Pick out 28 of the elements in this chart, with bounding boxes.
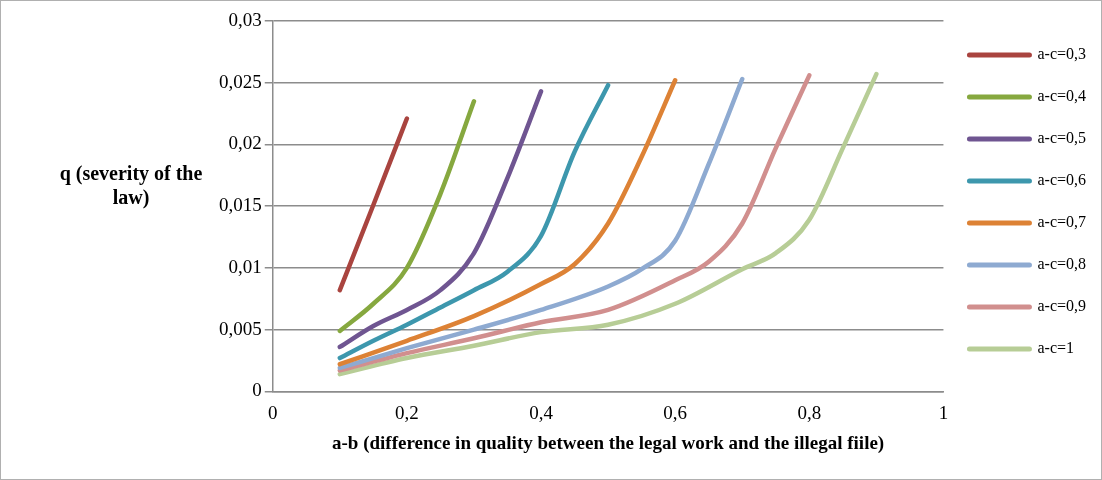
x-tick-label: 0,4 [529,401,554,423]
line-series [337,82,611,361]
line-series [337,76,745,371]
legend-label: a-c=0,5 [1037,129,1087,147]
y-axis-title: q (severity of the law) [58,161,204,209]
x-tick-label: 0,8 [797,401,822,423]
x-tick-label: 0,2 [395,401,419,423]
legend-label: a-c=1 [1037,339,1075,357]
line-series [337,99,477,334]
legend-label: a-c=0,9 [1037,297,1087,315]
legend-label: a-c=0,4 [1037,87,1087,105]
y-tick-label: 0,02 [228,132,262,154]
legend-label: a-c=0,8 [1037,255,1087,273]
legend-label: a-c=0,7 [1037,213,1087,231]
x-tick-label: 0,6 [663,401,688,423]
y-tick-label: 0 [252,379,262,401]
legend-label: a-c=0,6 [1037,171,1087,189]
x-tick-label: 0 [268,401,278,423]
x-axis-title: a-b (difference in quality between the legal work and the illegal fiile) [332,431,885,454]
y-tick-label: 0,01 [228,255,262,277]
x-tick-label: 1 [938,401,949,423]
legend-label: a-c=0,3 [1037,45,1087,63]
y-tick-label: 0,025 [219,70,262,92]
y-tick-label: 0,03 [228,8,262,30]
line-series [337,89,544,350]
y-tick-label: 0,015 [219,194,262,216]
y-tick-label: 0,005 [219,317,262,339]
line-series [337,78,678,367]
